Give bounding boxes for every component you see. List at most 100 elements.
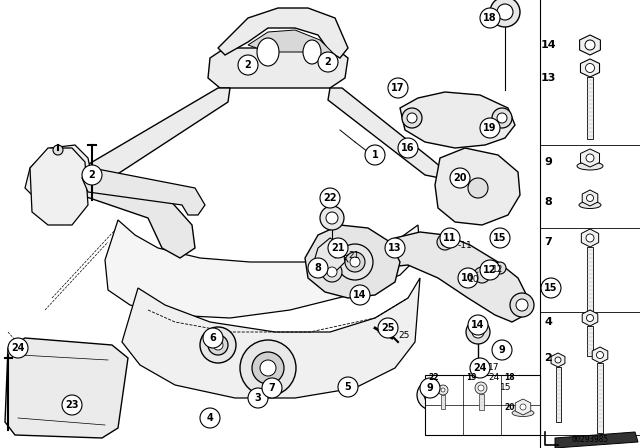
Polygon shape (70, 88, 230, 198)
Circle shape (437, 234, 453, 250)
Text: -11: -11 (458, 241, 473, 250)
Circle shape (238, 55, 258, 75)
Text: 24: 24 (488, 374, 499, 383)
Circle shape (385, 238, 405, 258)
Circle shape (252, 352, 284, 384)
Text: 15: 15 (544, 283, 557, 293)
Polygon shape (582, 310, 598, 326)
Circle shape (494, 262, 506, 274)
Polygon shape (378, 232, 528, 322)
Polygon shape (25, 145, 92, 208)
Text: 1: 1 (372, 150, 378, 160)
Text: 20: 20 (504, 403, 515, 412)
Text: 25: 25 (381, 323, 395, 333)
Circle shape (8, 338, 28, 358)
Circle shape (200, 408, 220, 428)
Circle shape (208, 335, 228, 355)
Circle shape (492, 108, 512, 128)
Text: 13: 13 (540, 73, 556, 83)
Text: 12: 12 (492, 266, 504, 275)
Circle shape (322, 262, 342, 282)
Text: 15: 15 (500, 383, 511, 392)
Circle shape (327, 267, 337, 277)
Polygon shape (580, 59, 600, 77)
Circle shape (586, 314, 593, 322)
Circle shape (474, 267, 490, 283)
Text: 13: 13 (388, 243, 402, 253)
Circle shape (82, 165, 102, 185)
Text: 17: 17 (488, 363, 499, 372)
Circle shape (402, 108, 422, 128)
Bar (587, 326, 593, 356)
Text: 21: 21 (348, 250, 360, 259)
Circle shape (472, 326, 484, 338)
Polygon shape (580, 35, 600, 55)
Text: 19: 19 (483, 123, 497, 133)
Circle shape (516, 299, 528, 311)
Polygon shape (82, 168, 205, 215)
Circle shape (472, 362, 484, 374)
Circle shape (475, 382, 487, 394)
Circle shape (586, 234, 594, 242)
Circle shape (248, 388, 268, 408)
Circle shape (468, 315, 488, 335)
Circle shape (398, 138, 418, 158)
Bar (587, 247, 593, 315)
Polygon shape (515, 399, 531, 415)
Text: 18: 18 (504, 373, 515, 382)
Circle shape (586, 154, 594, 162)
Circle shape (262, 378, 282, 398)
Polygon shape (592, 347, 608, 363)
Text: 12: 12 (483, 265, 497, 275)
Circle shape (468, 178, 488, 198)
Polygon shape (551, 353, 565, 367)
Circle shape (388, 78, 408, 98)
Circle shape (365, 145, 385, 165)
Bar (597, 363, 603, 433)
Polygon shape (305, 225, 400, 298)
Text: 14: 14 (471, 320, 484, 330)
Text: 10: 10 (461, 273, 475, 283)
Bar (587, 77, 593, 139)
Text: 7: 7 (269, 383, 275, 393)
Ellipse shape (257, 38, 279, 66)
Text: 21: 21 (332, 243, 345, 253)
Bar (425, 375, 540, 435)
Text: 24: 24 (12, 343, 25, 353)
Text: 16: 16 (401, 143, 415, 153)
Text: 00293985: 00293985 (572, 435, 609, 444)
Polygon shape (555, 432, 638, 448)
Polygon shape (30, 148, 88, 225)
Text: 2: 2 (88, 170, 95, 180)
Text: 15: 15 (493, 233, 507, 243)
Ellipse shape (512, 409, 534, 417)
Polygon shape (435, 148, 520, 225)
Text: 8: 8 (544, 197, 552, 207)
Polygon shape (400, 92, 515, 148)
Text: 8: 8 (315, 263, 321, 273)
Text: 2: 2 (244, 60, 252, 70)
Circle shape (318, 52, 338, 72)
Bar (441, 395, 445, 409)
Polygon shape (5, 338, 128, 438)
Text: 25: 25 (398, 331, 410, 340)
Text: 22: 22 (428, 373, 438, 382)
Text: 19: 19 (466, 373, 477, 382)
Circle shape (596, 352, 604, 358)
Circle shape (478, 385, 484, 391)
Text: 18: 18 (483, 13, 497, 23)
Polygon shape (105, 220, 420, 318)
Circle shape (510, 293, 534, 317)
Circle shape (441, 238, 449, 246)
Circle shape (337, 244, 373, 280)
Text: 4: 4 (207, 413, 213, 423)
Circle shape (541, 278, 561, 298)
Bar (556, 367, 561, 422)
Text: 4: 4 (544, 317, 552, 327)
Circle shape (480, 260, 500, 280)
Circle shape (440, 228, 460, 248)
Bar (479, 394, 483, 410)
Circle shape (320, 188, 340, 208)
Circle shape (53, 145, 63, 155)
Polygon shape (208, 48, 348, 88)
